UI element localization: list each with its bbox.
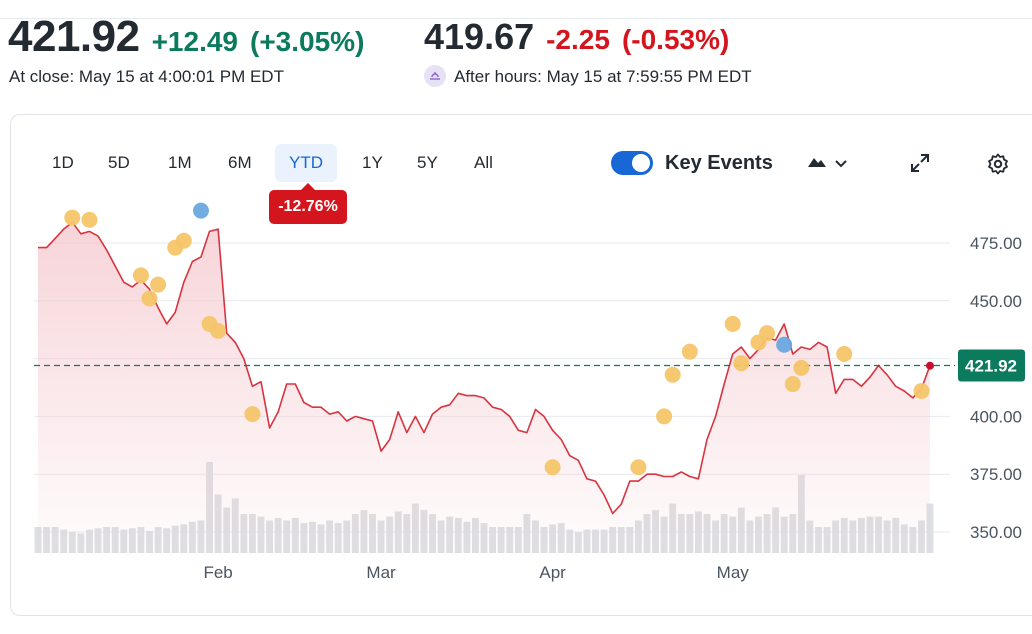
- event-marker: [776, 336, 793, 353]
- event-marker: [733, 355, 750, 372]
- event-marker: [724, 315, 741, 332]
- after-hours-time: After hours: May 15 at 7:59:55 PM EDT: [454, 67, 752, 86]
- last-price-label: 421.92: [965, 357, 1017, 376]
- last-price-dot: [926, 361, 934, 370]
- range-1d[interactable]: 1D: [52, 153, 74, 172]
- event-marker: [681, 343, 698, 360]
- chart-type-button[interactable]: [807, 154, 847, 173]
- x-tick-label: May: [717, 563, 750, 582]
- y-tick-label: 350.00: [970, 523, 1022, 542]
- close-quote: 421.92 +12.49 (+3.05%): [8, 12, 364, 62]
- close-change-pct: (+3.05%): [250, 26, 365, 57]
- event-marker: [175, 232, 192, 249]
- x-tick-label: Feb: [203, 563, 232, 582]
- close-change: +12.49: [151, 26, 238, 57]
- event-marker: [244, 406, 261, 423]
- expand-arrows-icon: [910, 153, 930, 178]
- price-area: [38, 222, 930, 553]
- event-marker: [210, 322, 227, 339]
- event-marker: [64, 209, 81, 226]
- range-5d[interactable]: 5D: [108, 153, 130, 172]
- range-change-badge: -12.76%: [269, 183, 347, 224]
- event-marker: [793, 359, 810, 376]
- x-tick-label: Apr: [539, 563, 566, 582]
- range-6m[interactable]: 6M: [228, 153, 252, 172]
- event-marker: [664, 366, 681, 383]
- event-marker: [150, 276, 167, 293]
- price-line: [38, 221, 931, 515]
- y-tick-label: 475.00: [970, 234, 1022, 253]
- close-price: 421.92: [8, 12, 140, 61]
- settings-button[interactable]: [987, 153, 1009, 180]
- after-hours-quote: 419.67 -2.25 (-0.53%): [424, 16, 729, 58]
- event-marker: [913, 382, 930, 399]
- gear-icon: [987, 153, 1009, 180]
- chevron-down-icon: [835, 155, 847, 173]
- y-tick-label: 375.00: [970, 465, 1022, 484]
- event-marker: [656, 408, 673, 425]
- event-marker: [132, 267, 149, 284]
- event-marker: [836, 345, 853, 362]
- x-tick-label: Mar: [366, 563, 396, 582]
- top-divider: [0, 18, 1032, 19]
- moon-icon: [424, 65, 446, 87]
- y-tick-label: 450.00: [970, 292, 1022, 311]
- y-tick-label: 400.00: [970, 407, 1022, 426]
- after-hours-change: -2.25: [546, 24, 610, 55]
- expand-button[interactable]: [910, 153, 930, 178]
- range-ytd[interactable]: YTD: [275, 144, 337, 182]
- range-1y[interactable]: 1Y: [362, 153, 383, 172]
- event-marker: [630, 459, 647, 476]
- event-marker: [81, 211, 98, 228]
- close-time: At close: May 15 at 4:00:01 PM EDT: [9, 67, 284, 86]
- range-all[interactable]: All: [474, 153, 493, 172]
- event-marker: [784, 376, 801, 393]
- after-hours-change-pct: (-0.53%): [621, 24, 730, 55]
- after-hours-price: 419.67: [424, 16, 535, 57]
- mountain-chart-icon: [807, 154, 827, 173]
- event-marker: [192, 202, 209, 219]
- range-5y[interactable]: 5Y: [417, 153, 438, 172]
- key-events-label: Key Events: [665, 152, 773, 174]
- toggle-switch-icon[interactable]: [611, 151, 653, 175]
- event-marker: [759, 325, 776, 342]
- last-price-badge: [958, 349, 1025, 382]
- event-marker: [544, 459, 561, 476]
- event-marker: [141, 290, 158, 307]
- range-1m[interactable]: 1M: [168, 153, 192, 172]
